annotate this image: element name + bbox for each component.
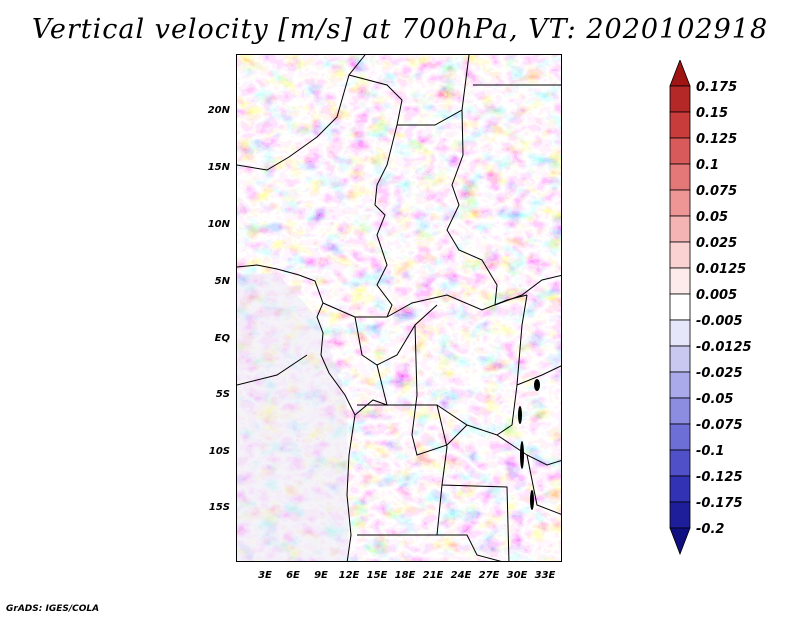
credit-text: GrADS: IGES/COLA [6,604,100,614]
colorbar-label: 0.175 [696,80,738,95]
colorbar-label: 0.025 [696,236,738,251]
colorbar-label: -0.1 [696,444,725,459]
colorbar-label: 0.005 [696,288,738,303]
colorbar [669,60,691,556]
lat-label: EQ [214,333,230,344]
colorbar-label: 0.0125 [696,262,747,277]
colorbar-segment [669,371,691,399]
colorbar-segment [669,85,691,113]
colorbar-segment [669,215,691,243]
colorbar-segment [669,241,691,269]
colorbar-label: -0.075 [696,418,743,433]
colorbar-segment [669,423,691,451]
colorbar-label: -0.05 [696,392,734,407]
colorbar-segment [669,293,691,321]
field-detail [237,55,561,561]
colorbar-segment [669,163,691,191]
lon-label: 27E [478,570,500,581]
lat-label: 15N [207,162,230,173]
lon-label: 18E [394,570,416,581]
colorbar-label: -0.175 [696,496,743,511]
colorbar-bottom-arrow [669,527,691,556]
lon-label: 33E [534,570,556,581]
colorbar-label: 0.15 [696,106,729,121]
lon-label: 6E [286,570,300,581]
lon-label: 24E [450,570,472,581]
lat-label: 20N [207,105,230,116]
colorbar-label: -0.005 [696,314,743,329]
lon-label: 9E [314,570,328,581]
lat-label: 5S [215,389,230,400]
colorbar-label: 0.075 [696,184,738,199]
colorbar-segment [669,345,691,373]
lon-label: 12E [338,570,360,581]
colorbar-label: -0.125 [696,470,743,485]
colorbar-segment [669,111,691,139]
vertical-velocity-field [237,55,561,561]
lat-label: 10S [208,446,230,457]
colorbar-segment [669,137,691,165]
lat-label: 10N [207,219,230,230]
colorbar-label: 0.125 [696,132,738,147]
lon-label: 15E [366,570,388,581]
lakes [518,379,540,510]
colorbar-segment [669,449,691,477]
colorbar-segment [669,189,691,217]
colorbar-segment [669,501,691,529]
lon-label: 21E [422,570,444,581]
country-borders [237,55,561,561]
colorbar-label: -0.2 [696,522,725,537]
plot-title: Vertical velocity [m/s] at 700hPa, VT: 2… [31,14,769,45]
lon-label: 30E [506,570,528,581]
colorbar-segment [669,475,691,503]
colorbar-segment [669,319,691,347]
colorbar-label: -0.0125 [696,340,752,355]
lat-label: 5N [214,276,230,287]
colorbar-label: 0.05 [696,210,729,225]
colorbar-label: -0.025 [696,366,743,381]
map-panel [236,54,562,562]
ocean-tint [237,273,349,561]
colorbar-segment [669,267,691,295]
colorbar-label: 0.1 [696,158,720,173]
colorbar-segment [669,397,691,425]
lat-label: 15S [208,502,230,513]
colorbar-top-arrow [669,60,691,87]
lon-label: 3E [258,570,272,581]
